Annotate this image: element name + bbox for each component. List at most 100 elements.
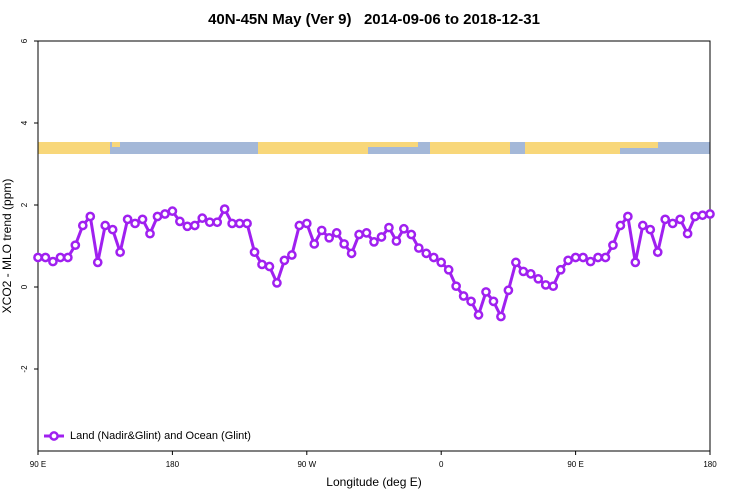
data-point bbox=[137, 214, 148, 225]
data-point bbox=[488, 296, 499, 307]
data-point bbox=[324, 232, 335, 243]
data-point bbox=[40, 252, 51, 263]
x-tick-label: 180 bbox=[166, 460, 180, 469]
data-point bbox=[466, 296, 476, 307]
data-point bbox=[100, 220, 111, 231]
chart-title: 40N-45N May (Ver 9) 2014-09-06 to 2018-1… bbox=[208, 11, 540, 28]
data-point bbox=[652, 247, 663, 257]
land-band bbox=[38, 142, 110, 154]
data-point bbox=[525, 269, 536, 279]
data-point bbox=[107, 224, 118, 235]
data-point bbox=[481, 287, 491, 297]
land-band bbox=[368, 142, 418, 147]
data-point bbox=[145, 228, 155, 239]
data-point bbox=[630, 257, 641, 268]
land-band bbox=[620, 142, 658, 148]
data-point bbox=[645, 224, 656, 235]
data-point bbox=[384, 222, 394, 233]
data-point bbox=[182, 221, 193, 232]
data-point bbox=[578, 252, 588, 263]
data-point bbox=[249, 247, 260, 257]
data-point bbox=[428, 252, 439, 263]
data-point bbox=[533, 273, 544, 284]
x-axis-label: Longitude (deg E) bbox=[326, 475, 421, 489]
data-point bbox=[637, 220, 648, 231]
data-point bbox=[660, 214, 671, 225]
data-point bbox=[92, 257, 103, 268]
data-point bbox=[563, 255, 573, 266]
x-tick-label: 180 bbox=[703, 460, 717, 469]
data-point bbox=[301, 218, 312, 229]
data-point bbox=[376, 232, 387, 242]
data-point bbox=[451, 281, 461, 292]
data-point bbox=[615, 220, 626, 231]
x-tick-label: 90 W bbox=[297, 460, 316, 469]
data-point bbox=[458, 291, 469, 301]
data-point bbox=[227, 218, 237, 229]
y-tick-label: 0 bbox=[20, 284, 29, 289]
data-point bbox=[48, 256, 58, 267]
data-point bbox=[705, 209, 715, 219]
y-axis-label: XCO2 - MLO trend (ppm) bbox=[0, 179, 14, 314]
data-point bbox=[421, 248, 432, 259]
data-point bbox=[122, 214, 133, 225]
data-point bbox=[354, 229, 364, 240]
data-point bbox=[189, 220, 200, 231]
data-point bbox=[204, 217, 215, 228]
data-point bbox=[540, 280, 551, 290]
legend-marker bbox=[49, 431, 59, 441]
data-point bbox=[33, 252, 43, 263]
data-point bbox=[518, 266, 529, 277]
land-band bbox=[525, 142, 620, 154]
data-point bbox=[242, 218, 252, 229]
land-band bbox=[258, 142, 368, 154]
data-point bbox=[309, 239, 320, 249]
data-point bbox=[234, 218, 245, 229]
y-tick-label: 4 bbox=[20, 120, 29, 125]
data-point bbox=[85, 211, 96, 222]
data-point bbox=[152, 211, 163, 222]
data-point bbox=[272, 278, 282, 288]
y-tick-label: -2 bbox=[20, 365, 29, 373]
data-point bbox=[219, 204, 230, 214]
data-point bbox=[667, 218, 678, 229]
data-point bbox=[115, 247, 125, 257]
data-point bbox=[608, 240, 618, 251]
data-point bbox=[399, 223, 409, 234]
data-point bbox=[264, 261, 275, 272]
data-point bbox=[316, 225, 327, 236]
data-point bbox=[682, 228, 693, 239]
data-point bbox=[406, 229, 417, 240]
data-point bbox=[548, 281, 559, 292]
data-point bbox=[391, 236, 402, 246]
x-tick-label: 90 E bbox=[30, 460, 46, 469]
data-point bbox=[257, 259, 267, 270]
plot-frame bbox=[37, 40, 711, 452]
data-point bbox=[570, 252, 581, 263]
data-point bbox=[473, 310, 484, 320]
data-point bbox=[279, 255, 290, 266]
x-tick-label: 90 E bbox=[567, 460, 583, 469]
data-point bbox=[593, 252, 603, 263]
data-point bbox=[413, 243, 424, 253]
data-point bbox=[675, 214, 685, 225]
data-point bbox=[167, 206, 178, 216]
data-point bbox=[697, 210, 708, 221]
data-point bbox=[436, 257, 447, 268]
land-ocean-strip bbox=[38, 142, 710, 154]
data-point bbox=[443, 264, 454, 275]
legend-label: Land (Nadir&Glint) and Ocean (Glint) bbox=[70, 430, 251, 442]
data-point bbox=[690, 211, 700, 222]
x-tick-label: 0 bbox=[439, 460, 444, 469]
data-point bbox=[503, 285, 514, 296]
data-point bbox=[331, 228, 342, 238]
data-point bbox=[361, 228, 372, 238]
data-point bbox=[63, 252, 73, 263]
land-band bbox=[430, 142, 510, 154]
data-point bbox=[339, 239, 349, 249]
data-point bbox=[623, 211, 633, 222]
data-point bbox=[130, 218, 140, 229]
data-point bbox=[212, 217, 223, 228]
data-point bbox=[294, 220, 305, 231]
